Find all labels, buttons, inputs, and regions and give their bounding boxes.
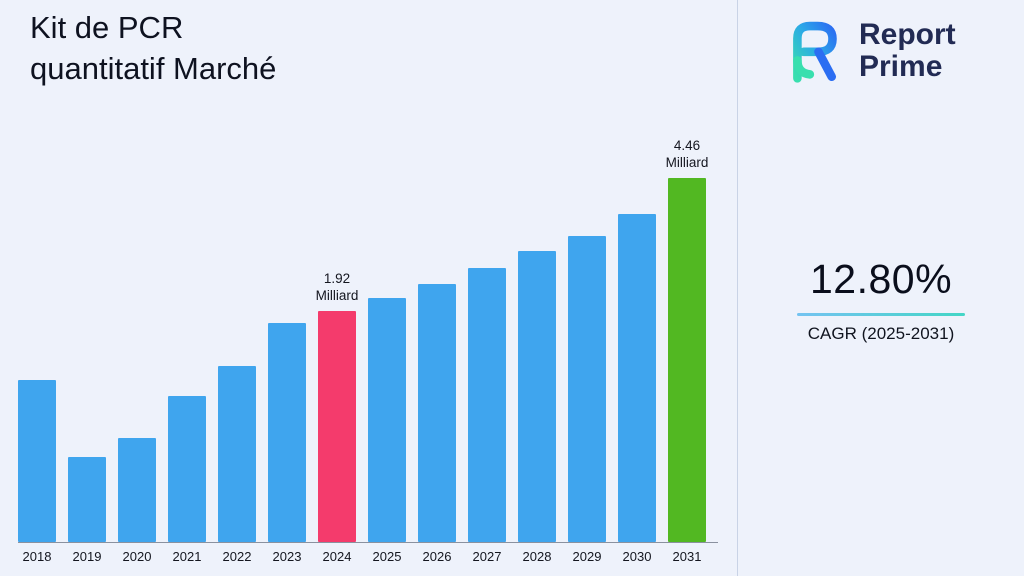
bar-column — [18, 380, 56, 542]
bar-column — [268, 323, 306, 542]
bar-2023 — [268, 323, 306, 542]
bar-column — [168, 396, 206, 542]
x-axis-label-2030: 2030 — [622, 549, 652, 564]
bar-column — [568, 236, 606, 542]
bar-column — [418, 284, 456, 542]
bar-column — [518, 251, 556, 542]
bar-2026 — [418, 284, 456, 542]
x-axis-label-2018: 2018 — [22, 549, 52, 564]
cagr-value: 12.80% — [809, 256, 953, 302]
bar-value-number: 1.92 — [323, 270, 351, 286]
bar-2024 — [318, 311, 356, 542]
x-axis-label-2025: 2025 — [372, 549, 402, 564]
cagr-label: CAGR (2025-2031) — [807, 324, 955, 343]
bar-value-number: 4.46 — [673, 137, 701, 153]
bar-2022 — [218, 366, 256, 542]
bar-2018 — [18, 380, 56, 542]
bar-2025 — [368, 298, 406, 542]
bar-column — [368, 298, 406, 542]
bar-column — [218, 366, 256, 542]
report-prime-logo-icon — [793, 21, 837, 83]
bar-value-unit: Milliard — [315, 288, 359, 304]
cagr-block: 12.80% CAGR (2025-2031) — [738, 256, 1024, 344]
cagr-underline — [797, 313, 965, 316]
bar-2031 — [668, 178, 706, 542]
bar-2020 — [118, 438, 156, 542]
page-title: Kit de PCR quantitatif Marché — [30, 8, 276, 90]
bar-chart: 1.92 Milliard 4.46 Milliard 2018 2019 2020 202… — [18, 138, 718, 564]
page-title-line2: quantitatif Marché — [30, 50, 277, 86]
bar-column — [468, 268, 506, 542]
bar-2027 — [468, 268, 506, 542]
x-axis-label-2031: 2031 — [672, 549, 702, 564]
x-axis-label-2029: 2029 — [572, 549, 602, 564]
logo: Report Prime — [774, 12, 956, 90]
x-axis-label-2021: 2021 — [172, 549, 202, 564]
bar-2029 — [568, 236, 606, 542]
bar-value-label: 1.92 Milliard — [316, 270, 359, 305]
logo-text-line1: Report — [859, 17, 956, 51]
bar-2019 — [68, 457, 106, 542]
x-axis-label-2023: 2023 — [272, 549, 302, 564]
x-axis-label-2019: 2019 — [72, 549, 102, 564]
right-panel: Report Prime 12.80% CAGR (2025-2031) — [737, 0, 1024, 576]
bar-column — [68, 457, 106, 542]
logo-text: Report Prime — [859, 17, 956, 84]
bar-value-unit: Milliard — [665, 155, 709, 171]
x-axis-label-2026: 2026 — [422, 549, 452, 564]
x-axis-label-2028: 2028 — [522, 549, 552, 564]
bar-column: 1.92 Milliard — [316, 271, 358, 542]
bar-column — [118, 438, 156, 542]
bar-2021 — [168, 396, 206, 542]
bar-column — [618, 214, 656, 542]
bar-2030 — [618, 214, 656, 542]
bar-column: 4.46 Milliard — [666, 138, 708, 542]
logo-text-line2: Prime — [859, 50, 943, 83]
x-axis-labels: 2018 2019 2020 2021 2022 2023 2024 2025 2026 2027… — [18, 549, 718, 564]
x-axis-label-2024: 2024 — [322, 549, 352, 564]
bar-2028 — [518, 251, 556, 542]
x-axis-label-2027: 2027 — [472, 549, 502, 564]
x-axis-label-2020: 2020 — [122, 549, 152, 564]
page-title-line1: Kit de PCR — [30, 10, 184, 45]
bars: 1.92 Milliard 4.46 Milliard — [18, 138, 718, 543]
bar-value-label: 4.46 Milliard — [666, 137, 709, 172]
x-axis-label-2022: 2022 — [222, 549, 252, 564]
